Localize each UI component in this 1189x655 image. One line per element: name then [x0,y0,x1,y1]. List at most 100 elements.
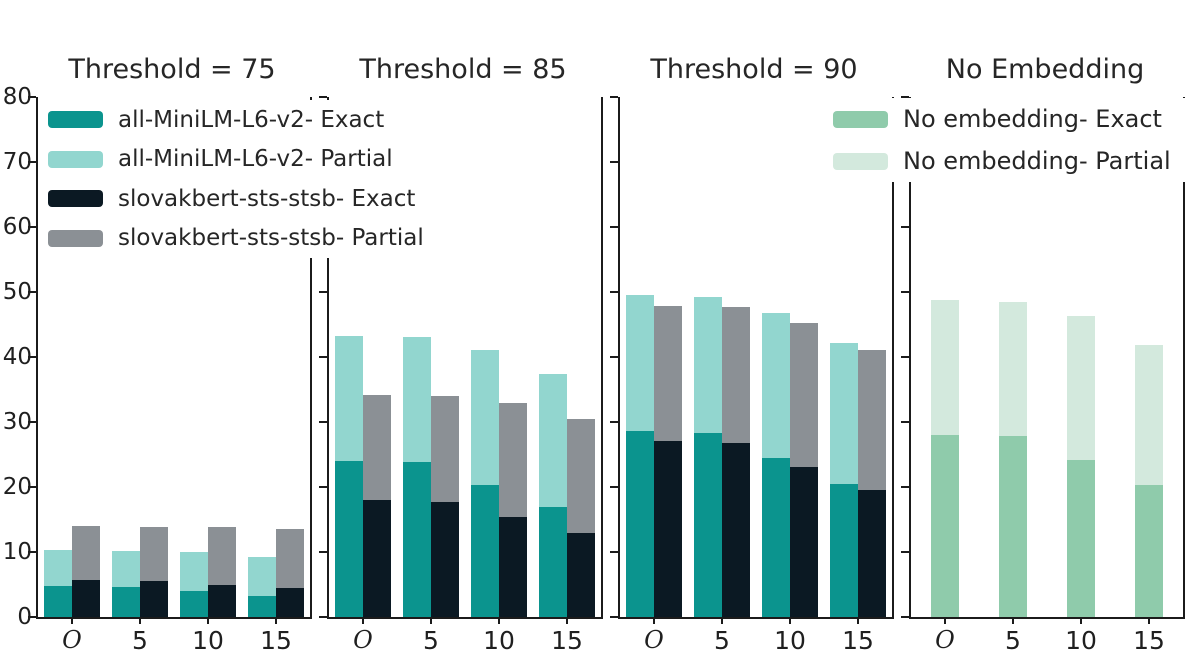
x-tick [207,617,209,624]
y-tick [901,486,909,488]
y-tick-label: 60 [2,214,32,240]
x-tick [721,617,723,624]
stacked-bar-exact-slovakbert-sts-stsb [790,466,818,617]
stacked-bar-exact-No embedding [999,436,1027,617]
y-tick [28,161,36,163]
plot-area-no-embedding: O 5 10 15 [901,96,1185,655]
x-category-label: 10 [192,626,224,655]
stacked-bar-exact-all-MiniLM-L6-v2 [762,457,790,617]
stacked-bar-exact-all-MiniLM-L6-v2 [694,433,722,617]
y-tick [319,356,327,358]
stacked-bar-exact-No embedding [931,435,959,617]
stacked-bar-exact-all-MiniLM-L6-v2 [471,485,499,617]
x-tick [275,617,277,624]
y-tick [610,486,618,488]
stacked-bar-exact-slovakbert-sts-stsb [72,579,100,617]
y-tick [610,161,618,163]
y-tick [610,96,618,98]
legend-label: slovakbert-sts-stsb- Partial [118,225,424,252]
y-tick-label: 80 [2,84,32,110]
x-tick [430,617,432,624]
y-tick-label: 30 [2,409,32,435]
stacked-bar-exact-No embedding [1135,485,1163,617]
x-tick [71,617,73,624]
x-tick [498,617,500,624]
stacked-bar-exact-all-MiniLM-L6-v2 [539,506,567,617]
subplot-title-threshold-75: Threshold = 75 [68,54,276,85]
plot-area-threshold-85: O 5 10 15 [319,96,603,655]
y-tick [610,421,618,423]
stacked-bar-exact-slovakbert-sts-stsb [722,442,750,617]
legend-no-embedding: No embedding- Exact No embedding- Partia… [822,98,1189,182]
legend-item: slovakbert-sts-stsb- Exact [48,186,454,212]
legend-item: slovakbert-sts-stsb- Partial [48,225,454,251]
stacked-bar-exact-slovakbert-sts-stsb [276,588,304,617]
y-tick [28,291,36,293]
stacked-bar-exact-slovakbert-sts-stsb [363,500,391,617]
x-category-label: O [62,626,82,654]
legend-label: No embedding- Partial [903,147,1171,175]
y-tick [901,421,909,423]
y-tick [319,96,327,98]
y-tick-label: 50 [2,279,32,305]
x-category-label: 5 [132,626,148,655]
legend-label: all-MiniLM-L6-v2- Exact [118,106,385,133]
x-tick [1012,617,1014,624]
y-tick [28,551,36,553]
x-category-label: 10 [483,626,515,655]
y-tick-label: 10 [2,539,32,565]
subplot-title-threshold-90: Threshold = 90 [650,54,858,85]
x-tick [139,617,141,624]
legend-label: No embedding- Exact [903,105,1162,133]
legend-swatch-slovakbert-exact [48,190,103,208]
stacked-bar-exact-all-MiniLM-L6-v2 [830,484,858,617]
x-tick [1080,617,1082,624]
x-tick [566,617,568,624]
y-tick [610,226,618,228]
y-tick [28,616,36,618]
stacked-bar-exact-No embedding [1067,459,1095,617]
y-tick-label: 0 [17,604,32,630]
x-category-label: 15 [260,626,292,655]
legend-swatch-slovakbert-partial [48,229,103,247]
stacked-bar-exact-slovakbert-sts-stsb [567,532,595,617]
plot-area-threshold-75: O 5 10 15 [28,96,312,655]
y-tick [610,616,618,618]
y-tick [901,616,909,618]
x-tick [1148,617,1150,624]
legend-models: all-MiniLM-L6-v2- Exact all-MiniLM-L6-v2… [42,100,454,258]
x-tick [857,617,859,624]
stacked-bar-exact-slovakbert-sts-stsb [431,501,459,617]
y-tick-label: 20 [2,474,32,500]
y-tick [901,96,909,98]
y-tick [319,616,327,618]
stacked-bar-exact-all-MiniLM-L6-v2 [403,462,431,617]
stacked-bar-exact-all-MiniLM-L6-v2 [180,591,208,617]
y-tick [28,226,36,228]
stacked-bar-exact-slovakbert-sts-stsb [654,440,682,617]
x-category-label: 15 [551,626,583,655]
x-tick [653,617,655,624]
y-tick [28,96,36,98]
y-tick [28,486,36,488]
plot-area-threshold-90: O 5 10 15 [610,96,894,655]
x-category-label: 10 [774,626,806,655]
legend-item: all-MiniLM-L6-v2- Partial [48,146,454,172]
x-category-label: 10 [1065,626,1097,655]
stacked-bar-exact-slovakbert-sts-stsb [208,584,236,617]
y-tick [901,226,909,228]
legend-item: No embedding- Partial [833,147,1189,175]
y-tick [28,421,36,423]
legend-label: all-MiniLM-L6-v2- Partial [118,146,393,173]
y-tick [28,356,36,358]
subplot-title-threshold-85: Threshold = 85 [359,54,567,85]
x-category-label: O [644,626,664,654]
x-category-label: 5 [714,626,730,655]
stacked-bar-exact-slovakbert-sts-stsb [858,490,886,617]
legend-swatch-noemb-exact [833,110,888,128]
stacked-bar-exact-all-MiniLM-L6-v2 [626,431,654,617]
y-tick [319,551,327,553]
stacked-bar-exact-all-MiniLM-L6-v2 [44,586,72,617]
legend-swatch-minilm-partial [48,150,103,168]
